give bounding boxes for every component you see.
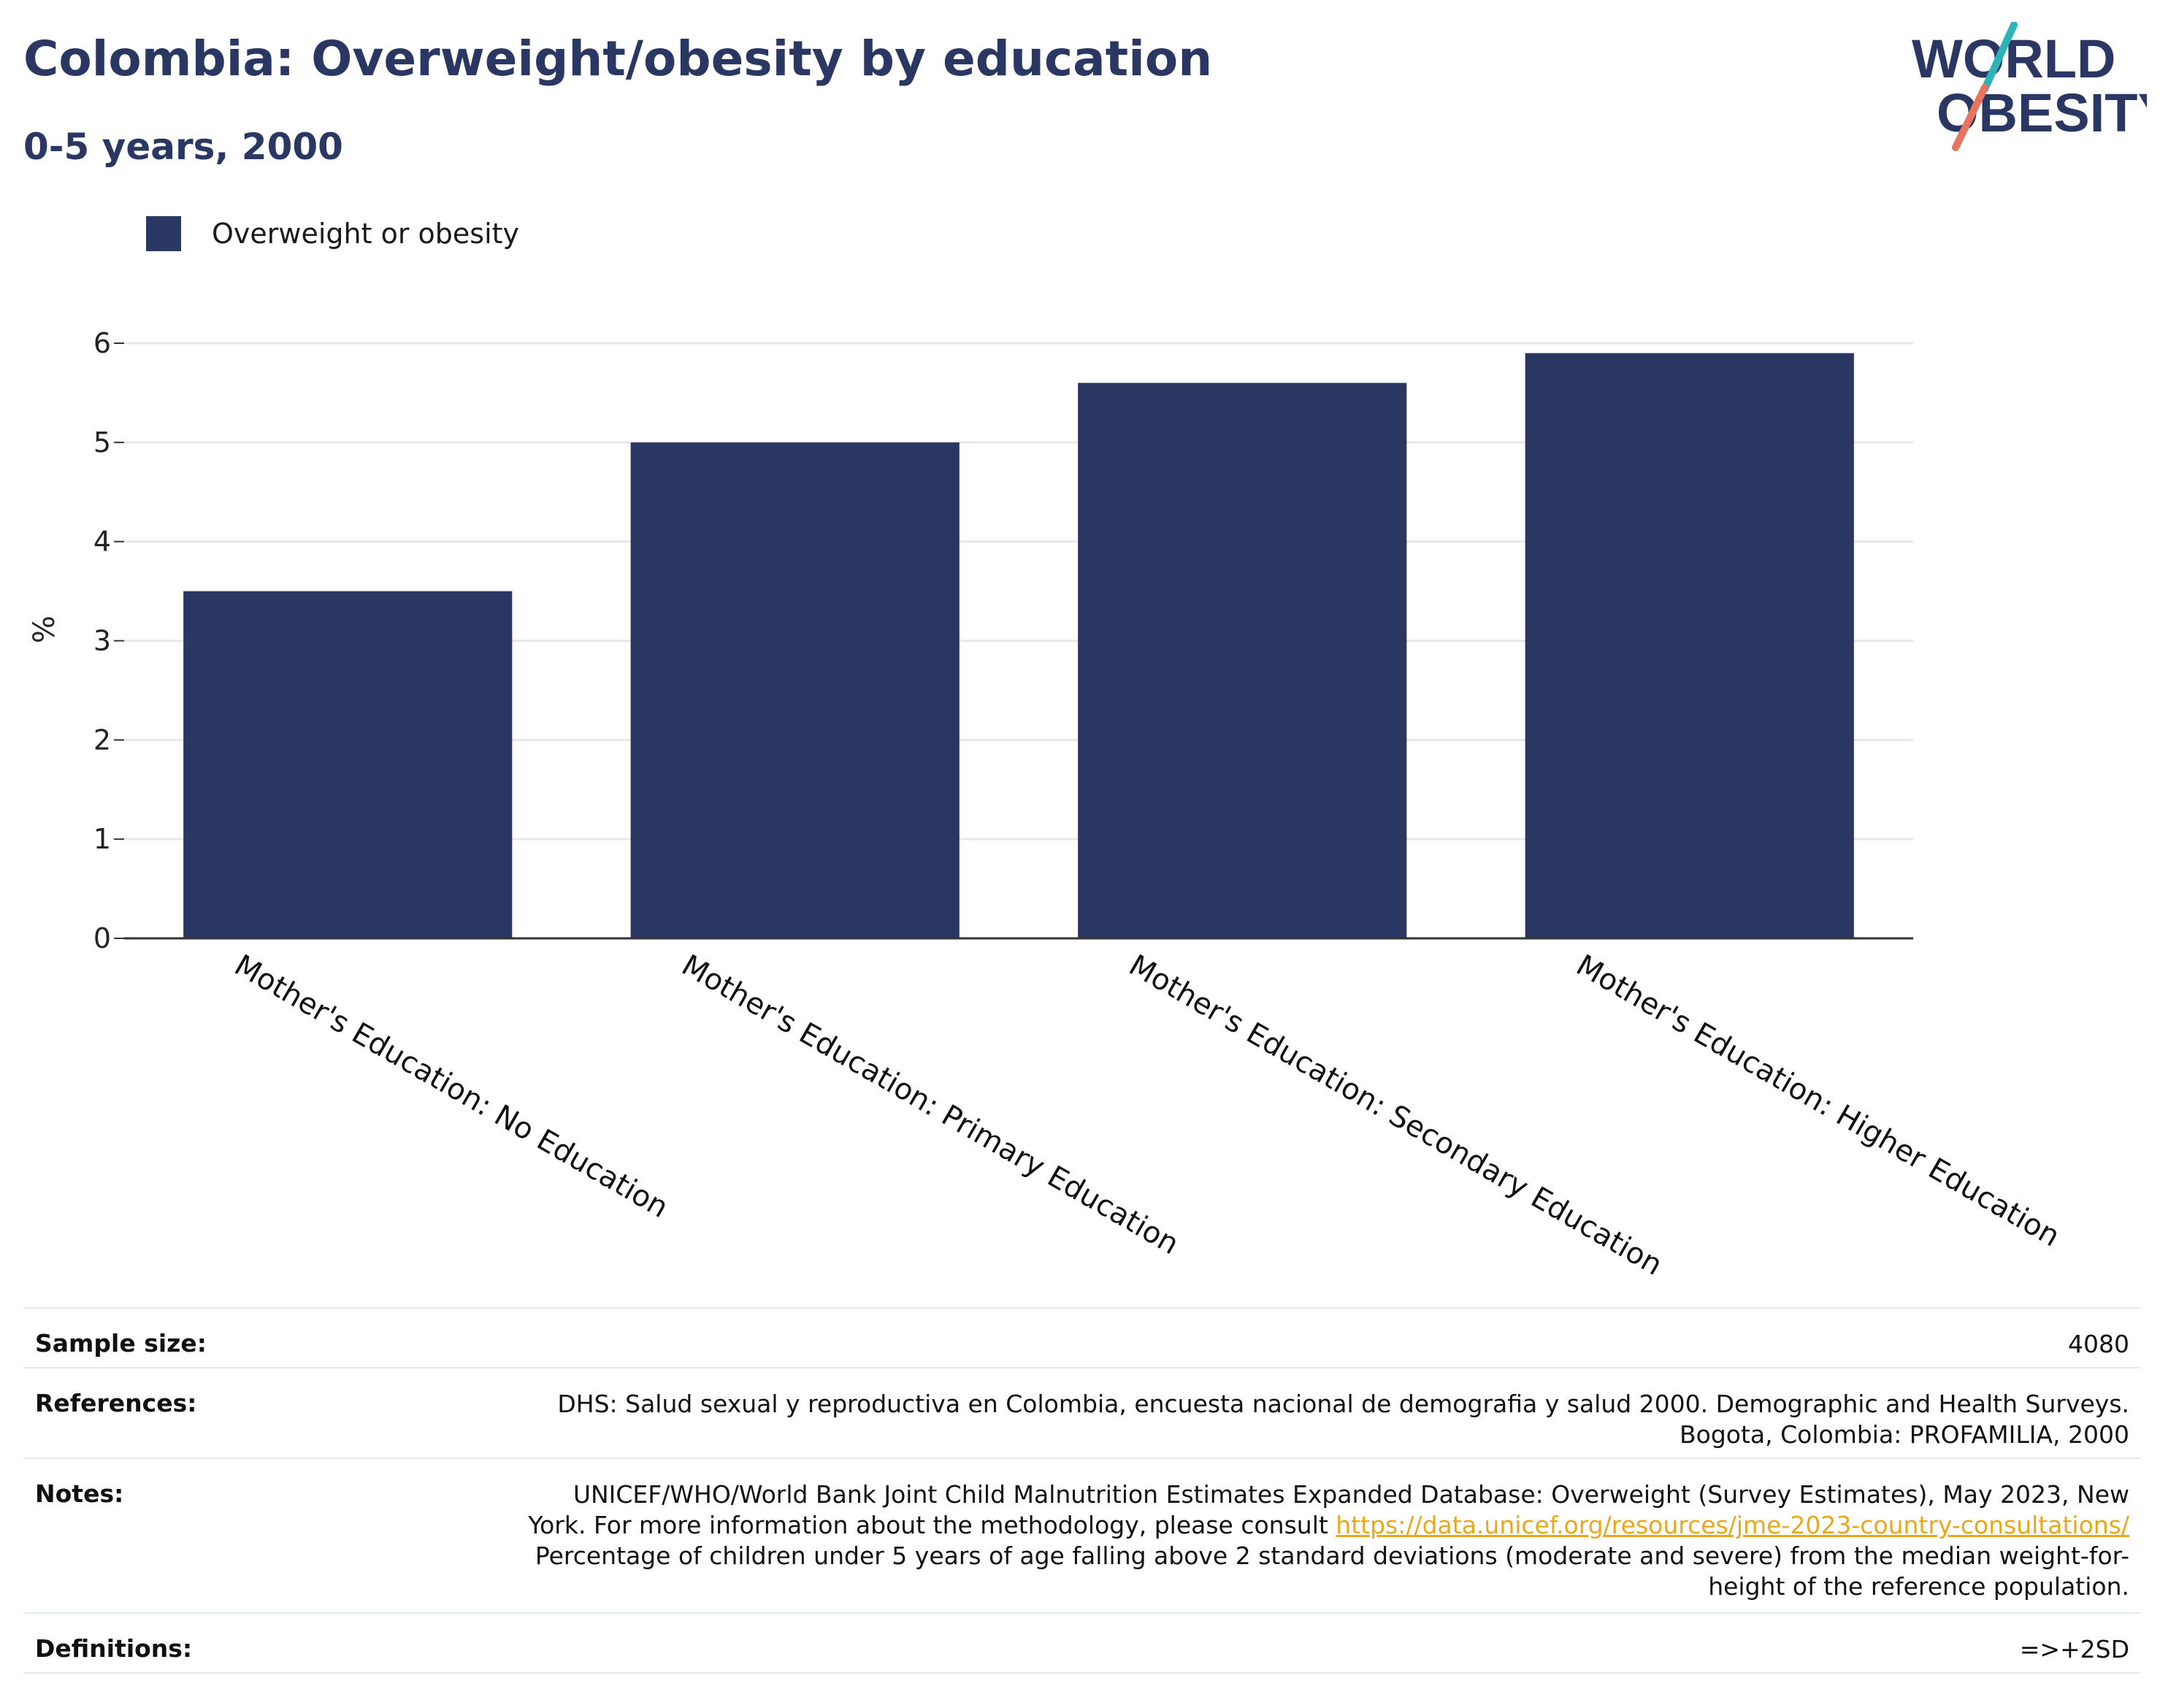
x-tick-label: Mother's Education: Higher Education xyxy=(1571,949,2066,1254)
y-tick-label: 6 xyxy=(93,327,111,359)
world-obesity-logo: WORLD OBESITY xyxy=(1912,22,2147,151)
bar-chart: 0 1 2 3 4 5 6% Mother's Education: No Education… xyxy=(28,327,2066,1282)
x-tick-label: Mother's Education: Secondary Education xyxy=(1123,949,1668,1282)
table-bottom-rule xyxy=(23,1672,2141,1674)
sample-size-label: Sample size: xyxy=(35,1329,207,1357)
definitions-value: =>+2SD xyxy=(2019,1635,2129,1663)
references-value: DHS: Salud sexual y reproductiva en Colo… xyxy=(557,1389,2129,1450)
logo-word-obesity: OBESITY xyxy=(1937,83,2147,143)
y-axis-label: % xyxy=(28,616,61,643)
notes-line-3: Percentage of children under 5 years of … xyxy=(535,1542,2129,1570)
notes-line-2: York. For more information about the met… xyxy=(528,1510,2129,1541)
y-tick-label: 0 xyxy=(93,922,111,954)
definitions-row: Definitions: =>+2SD xyxy=(23,1612,2141,1672)
definitions-label: Definitions: xyxy=(35,1634,193,1663)
chart-subtitle: 0-5 years, 2000 xyxy=(23,126,343,168)
legend-label: Overweight or obesity xyxy=(212,218,520,250)
logo-slash-teal xyxy=(1981,22,2018,93)
sample-size-value: 4080 xyxy=(2068,1330,2129,1358)
y-tick-label: 1 xyxy=(93,823,111,855)
y-tick-label: 5 xyxy=(93,426,111,459)
references-row: References: DHS: Salud sexual y reproduc… xyxy=(23,1367,2141,1458)
legend-swatch xyxy=(146,216,181,251)
y-tick-label: 3 xyxy=(93,625,111,657)
notes-line-1: UNICEF/WHO/World Bank Joint Child Malnut… xyxy=(572,1480,2129,1509)
notes-label: Notes: xyxy=(35,1479,124,1508)
sample-size-row: Sample size: 4080 xyxy=(23,1307,2141,1367)
bar xyxy=(1078,383,1407,938)
x-tick-label: Mother's Education: Primary Education xyxy=(676,949,1184,1262)
methodology-link[interactable]: https://data.unicef.org/resources/jme-20… xyxy=(1336,1511,2129,1539)
notes-line-4: height of the reference population. xyxy=(1708,1572,2129,1601)
references-line-1: DHS: Salud sexual y reproductiva en Colo… xyxy=(557,1390,2129,1418)
chart-legend: Overweight or obesity xyxy=(146,216,519,251)
references-line-2: Bogota, Colombia: PROFAMILIA, 2000 xyxy=(1680,1420,2129,1449)
references-label: References: xyxy=(35,1389,197,1417)
bar xyxy=(1525,353,1854,938)
chart-title: Colombia: Overweight/obesity by educatio… xyxy=(23,31,1213,87)
y-tick-label: 2 xyxy=(93,724,111,756)
notes-line-2-text: York. For more information about the met… xyxy=(528,1511,1336,1539)
logo-word-world: WORLD xyxy=(1912,28,2116,89)
logo-slash-coral xyxy=(1952,84,1988,151)
y-tick-label: 4 xyxy=(93,526,111,558)
x-tick-label: Mother's Education: No Education xyxy=(229,949,673,1225)
notes-value: UNICEF/WHO/World Bank Joint Child Malnut… xyxy=(528,1479,2129,1602)
notes-row: Notes: UNICEF/WHO/World Bank Joint Child… xyxy=(23,1458,2141,1612)
bar xyxy=(183,591,513,938)
bar xyxy=(630,442,960,938)
